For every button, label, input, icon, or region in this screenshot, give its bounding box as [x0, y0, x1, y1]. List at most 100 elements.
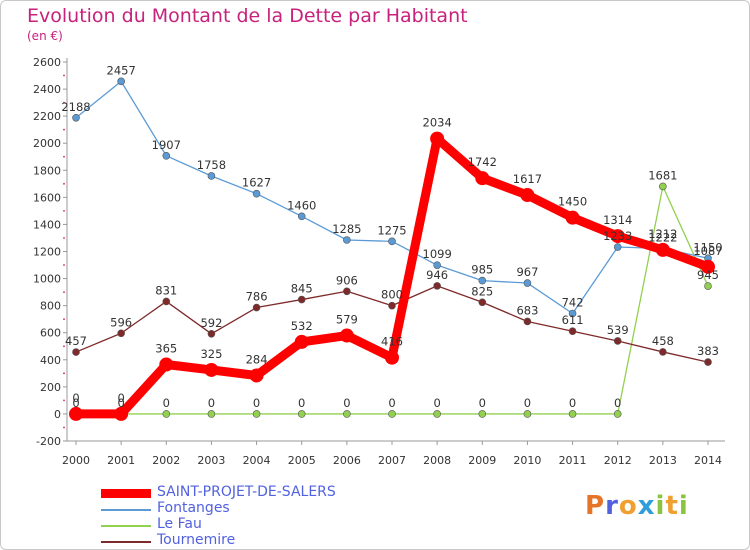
data-point-le-fau — [343, 410, 351, 418]
x-tick-label: 2001 — [107, 454, 135, 467]
data-point-tournemire — [478, 298, 487, 307]
data-point-tournemire — [523, 317, 532, 326]
data-point-tournemire — [117, 329, 125, 338]
y-tick-label: 0 — [54, 408, 61, 421]
data-point-saint-projet — [475, 171, 490, 186]
data-point-saint-projet — [701, 259, 715, 274]
data-label-tournemire: 825 — [471, 284, 493, 298]
logo-letter: t — [665, 491, 679, 521]
y-minor-tick — [63, 291, 65, 294]
data-label-le-fau: 0 — [117, 396, 124, 410]
data-point-tournemire — [613, 337, 622, 345]
logo-letter: o — [618, 491, 638, 521]
data-label-fontanges: 1907 — [152, 138, 181, 152]
logo-letter: P — [585, 491, 606, 521]
data-label-saint-projet: 1617 — [513, 172, 542, 186]
data-point-le-fau — [523, 410, 532, 418]
data-point-tournemire — [659, 348, 667, 356]
data-label-le-fau: 0 — [163, 396, 170, 410]
data-label-tournemire: 457 — [65, 334, 87, 348]
y-minor-tick — [63, 155, 65, 158]
data-point-saint-projet — [430, 131, 445, 146]
x-tick-label: 2006 — [333, 454, 361, 467]
data-point-le-fau — [568, 410, 577, 418]
data-point-le-fau — [659, 182, 667, 191]
data-point-saint-projet — [159, 357, 174, 372]
logo-letter: i — [655, 491, 666, 521]
y-minor-tick — [63, 372, 65, 375]
data-label-fontanges: 2457 — [107, 63, 136, 77]
y-tick-label: 1800 — [33, 164, 61, 177]
data-label-saint-projet: 579 — [336, 313, 358, 327]
y-minor-tick — [63, 345, 65, 348]
data-label-saint-projet: 2034 — [423, 116, 452, 130]
legend-swatch-saint-projet — [101, 489, 151, 498]
data-label-saint-projet: 1450 — [558, 195, 587, 209]
data-point-saint-projet — [294, 334, 309, 349]
data-point-saint-projet — [610, 229, 625, 244]
y-minor-tick — [63, 74, 65, 77]
data-label-saint-projet: 1742 — [468, 155, 497, 169]
data-point-le-fau — [207, 410, 216, 418]
data-point-fontanges — [388, 237, 396, 246]
data-label-tournemire: 946 — [426, 268, 448, 282]
data-label-fontanges: 2188 — [61, 100, 90, 114]
data-point-le-fau — [388, 410, 396, 418]
data-point-saint-projet — [385, 350, 399, 365]
y-tick-label: 1200 — [33, 246, 61, 259]
data-label-tournemire: 831 — [155, 283, 177, 297]
data-label-fontanges: 1222 — [648, 231, 677, 245]
logo-letter: i — [678, 491, 689, 521]
x-tick-label: 2002 — [152, 454, 180, 467]
data-label-tournemire: 458 — [652, 334, 674, 348]
data-label-le-fau: 0 — [253, 396, 260, 410]
data-point-fontanges — [72, 113, 80, 122]
data-label-fontanges: 742 — [562, 295, 584, 309]
data-label-le-fau: 0 — [298, 396, 305, 410]
legend-label-tournemire: Tournemire — [157, 532, 236, 548]
data-label-fontanges: 967 — [516, 265, 538, 279]
data-label-le-fau: 0 — [614, 396, 621, 410]
data-point-fontanges — [433, 261, 441, 269]
y-tick-label: 200 — [40, 381, 61, 394]
data-label-fontanges: 985 — [471, 263, 493, 277]
data-label-saint-projet: 284 — [246, 352, 268, 366]
x-tick-label: 2009 — [468, 454, 496, 467]
data-point-tournemire — [343, 287, 351, 296]
data-point-saint-projet — [114, 406, 129, 421]
legend-swatch-fontanges — [101, 509, 151, 511]
legend-label-le-fau: Le Fau — [157, 516, 202, 532]
data-label-tournemire: 800 — [381, 288, 403, 302]
chart-unit-label: (en €) — [27, 29, 63, 43]
y-minor-tick — [63, 399, 65, 402]
x-tick-label: 2013 — [649, 454, 677, 467]
data-label-fontanges: 1627 — [242, 176, 271, 190]
data-label-tournemire: 845 — [291, 282, 313, 296]
data-label-le-fau: 945 — [697, 268, 719, 282]
data-point-tournemire — [297, 295, 306, 304]
data-point-fontanges — [252, 189, 261, 198]
data-label-le-fau: 0 — [479, 396, 486, 410]
x-tick-label: 2000 — [62, 454, 90, 467]
x-tick-label: 2011 — [559, 454, 587, 467]
logo-letter: x — [637, 491, 656, 521]
y-minor-tick — [63, 101, 65, 104]
data-point-fontanges — [343, 236, 351, 244]
data-point-le-fau — [162, 410, 171, 418]
data-point-saint-projet — [565, 210, 580, 225]
x-tick-label: 2003 — [197, 454, 225, 467]
data-label-saint-projet: 0 — [117, 391, 124, 405]
data-label-le-fau: 0 — [208, 396, 215, 410]
data-label-saint-projet: 532 — [291, 319, 313, 333]
x-tick-label: 2005 — [288, 454, 316, 467]
y-minor-tick — [63, 318, 65, 321]
data-point-tournemire — [433, 282, 441, 290]
data-point-tournemire — [207, 329, 216, 338]
data-label-le-fau: 1681 — [648, 168, 677, 182]
data-point-le-fau — [433, 410, 441, 418]
y-tick-label: -200 — [36, 435, 61, 448]
y-minor-tick — [63, 237, 65, 239]
y-tick-label: 1000 — [33, 273, 61, 286]
y-tick-label: 2200 — [33, 110, 61, 123]
